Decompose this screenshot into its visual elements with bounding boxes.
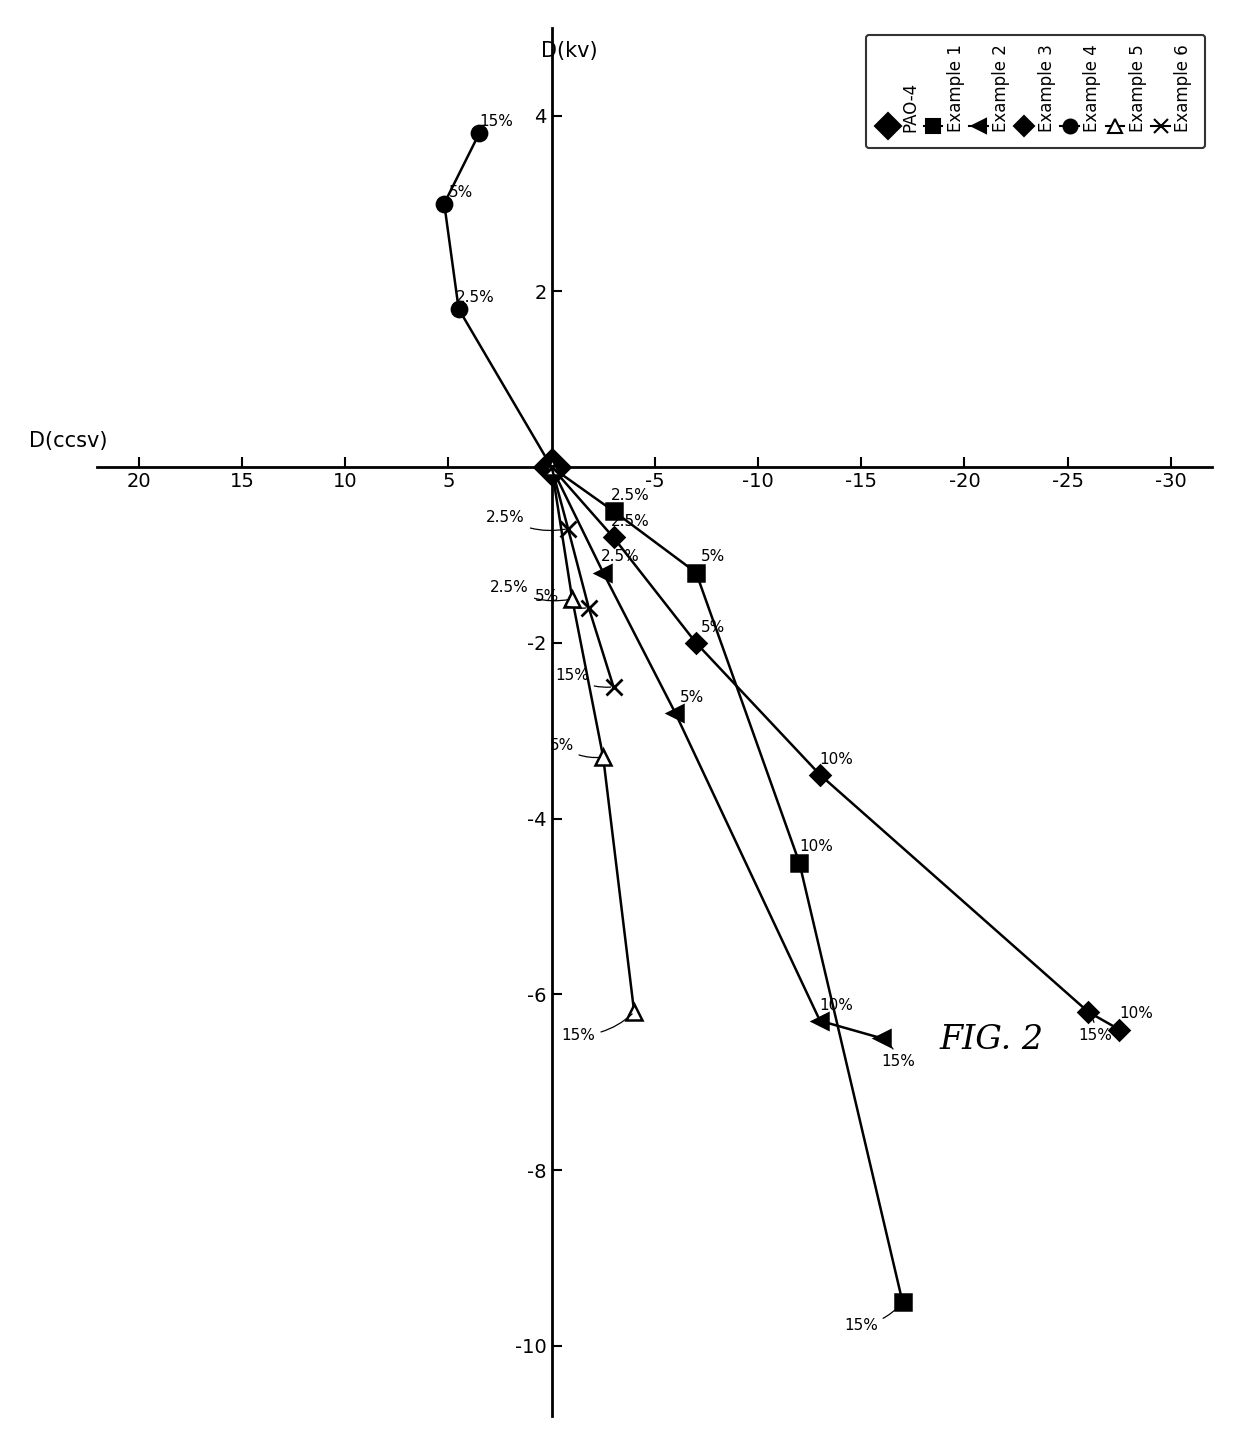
Text: 15%: 15% (562, 1014, 632, 1043)
Text: 10%: 10% (799, 839, 833, 861)
Text: 2.5%: 2.5% (486, 510, 565, 530)
Text: 15%: 15% (556, 669, 611, 687)
Text: 15%: 15% (844, 1304, 900, 1333)
Legend: PAO-4, Example 1, Example 2, Example 3, Example 4, Example 5, Example 6: PAO-4, Example 1, Example 2, Example 3, … (867, 36, 1204, 147)
Text: FIG. 2: FIG. 2 (940, 1024, 1044, 1056)
Text: 5%: 5% (697, 619, 725, 641)
Text: 10%: 10% (820, 752, 853, 773)
Text: 2.5%: 2.5% (600, 550, 640, 570)
Text: 5%: 5% (549, 738, 600, 758)
Text: 15%: 15% (1079, 1014, 1112, 1043)
Text: 15%: 15% (479, 114, 513, 133)
Text: 2.5%: 2.5% (611, 514, 650, 534)
Text: 5%: 5% (444, 185, 472, 204)
Text: 2.5%: 2.5% (456, 290, 495, 309)
Text: 5%: 5% (534, 589, 587, 608)
Text: 10%: 10% (1118, 1006, 1153, 1027)
Text: D(kv): D(kv) (541, 40, 598, 61)
Text: 5%: 5% (697, 550, 725, 570)
Text: 2.5%: 2.5% (490, 580, 569, 601)
Text: 10%: 10% (820, 998, 853, 1018)
Text: 2.5%: 2.5% (611, 488, 650, 508)
Text: 15%: 15% (882, 1040, 915, 1069)
Text: D(ccsv): D(ccsv) (30, 432, 108, 452)
Text: 5%: 5% (677, 690, 704, 710)
